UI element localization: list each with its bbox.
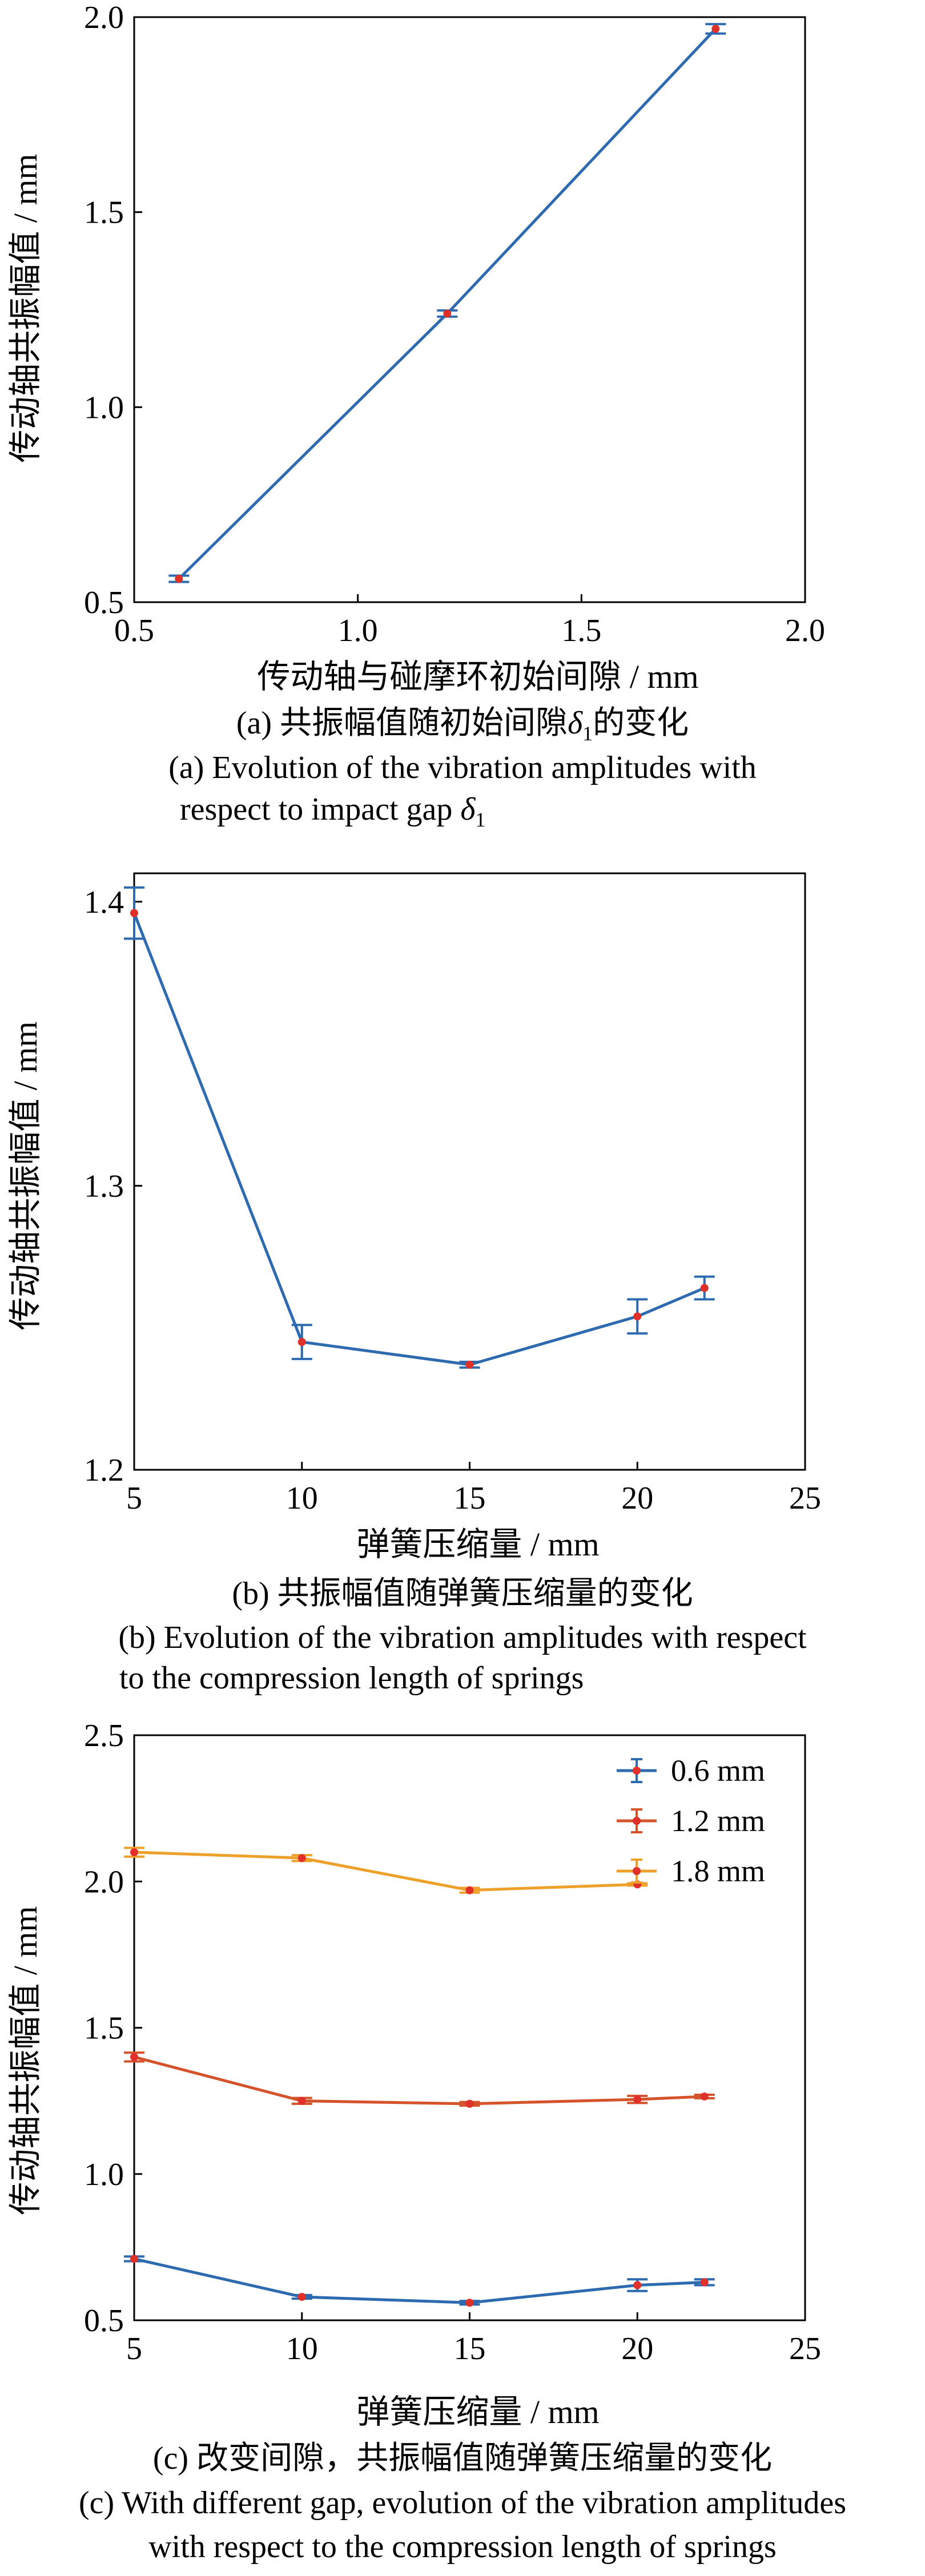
- chart-a-ytick-label: 2.0: [84, 0, 124, 35]
- chart-a-xtick-label: 1.0: [338, 613, 378, 648]
- chart-a-ytick-label: 1.5: [84, 195, 124, 231]
- chart-c-caption-en-line2: with respect to the compression length o…: [148, 2529, 777, 2565]
- chart-a-xlabel: 传动轴与碰摩环初始间隙 / mm: [257, 658, 698, 695]
- chart-c-series-1-point: [633, 2095, 642, 2104]
- chart-c-series-1-point: [465, 2099, 474, 2108]
- chart-c-xtick-label: 20: [621, 2331, 653, 2367]
- chart-c-series-0-point: [633, 2281, 642, 2289]
- chart-c-series-1-point: [297, 2097, 306, 2105]
- chart-c-xlabel: 弹簧压缩量 / mm: [356, 2393, 599, 2430]
- chart-c-series-0-point: [465, 2299, 474, 2307]
- chart-a-series-0-point: [175, 575, 183, 583]
- chart-b-xtick-label: 20: [621, 1481, 653, 1516]
- chart-c-ytick-label: 1.0: [84, 2157, 124, 2192]
- chart-c-series-2-point: [297, 1854, 306, 1863]
- chart-b-ylabel: 传动轴共振幅值 / mm: [7, 1021, 44, 1330]
- legend-label-1: 1.2 mm: [671, 1804, 765, 1838]
- chart-a-caption-en-line2: respect to impact gap δ1: [180, 792, 485, 831]
- chart-c: 5 10 15 20 25 0.5 1.0 1.5 2.0 2.5 0.6 mm 1.2 mm 1.8…: [7, 1718, 846, 2565]
- chart-a: 0.5 1.0 1.5 2.0 0.5 1.0 1.5 2.0 传动轴与碰摩环初始间隙 / m…: [7, 0, 825, 831]
- chart-b-series-0-point: [700, 1284, 709, 1292]
- chart-c-xtick-label: 15: [454, 2331, 486, 2367]
- chart-b-xtick-label: 10: [286, 1481, 318, 1516]
- chart-c-ytick-label: 2.5: [84, 1718, 124, 1753]
- panel-a: 0.5 1.0 1.5 2.0 0.5 1.0 1.5 2.0 传动轴与碰摩环初始间隙 / m…: [0, 0, 925, 845]
- legend-item-1: 1.2 mm: [617, 1804, 765, 1838]
- chart-a-xtick-label: 0.5: [114, 613, 154, 648]
- chart-c-legend: 0.6 mm 1.2 mm 1.8 mm: [617, 1753, 765, 1888]
- chart-a-ytick-label: 0.5: [84, 585, 124, 620]
- chart-c-ytick-label: 0.5: [84, 2303, 124, 2339]
- chart-a-ytick-label: 1.0: [84, 390, 124, 425]
- panel-b: 5 10 15 20 25 1.2 1.3 1.4 弹簧压缩量 / mm 传动轴共振幅值 / …: [0, 845, 925, 1735]
- panel-c: 5 10 15 20 25 0.5 1.0 1.5 2.0 2.5 0.6 mm 1.2 mm 1.8…: [0, 1718, 925, 2576]
- chart-c-series-1-point: [130, 2053, 138, 2061]
- chart-b-series-0-point: [633, 1312, 642, 1321]
- chart-c-caption-zh: (c) 改变间隙，共振幅值随弹簧压缩量的变化: [153, 2441, 772, 2476]
- chart-a-series-0-point: [711, 25, 720, 33]
- chart-b-series-0-point: [130, 909, 138, 917]
- chart-b-xlabel: 弹簧压缩量 / mm: [356, 1526, 599, 1563]
- chart-b-caption-en-line2: to the compression length of springs: [119, 1660, 584, 1696]
- chart-c-series-0-point: [130, 2255, 138, 2263]
- chart-c-series-2-point: [130, 1848, 138, 1856]
- chart-b-series-0-point: [297, 1338, 306, 1347]
- chart-c-series-1-line: [134, 2055, 705, 2106]
- chart-c-caption-en-line1: (c) With different gap, evolution of the…: [79, 2485, 846, 2521]
- legend-item-0: 0.6 mm: [617, 1753, 765, 1788]
- chart-a-frame: [133, 16, 806, 603]
- chart-a-series-0-point: [443, 309, 452, 318]
- chart-b-xtick-label: 15: [454, 1481, 486, 1516]
- chart-b-ytick-label: 1.3: [84, 1168, 124, 1204]
- chart-c-ytick-label: 1.5: [84, 2011, 124, 2046]
- chart-b-caption-zh: (b) 共振幅值随弹簧压缩量的变化: [232, 1576, 693, 1611]
- chart-c-series-2-point: [465, 1886, 474, 1894]
- chart-b-ytick-label: 1.4: [84, 885, 124, 920]
- chart-a-series-0-line: [178, 27, 717, 580]
- chart-b-series-0-point: [465, 1360, 474, 1369]
- chart-c-series-2-line: [134, 1851, 638, 1892]
- chart-c-series-0-line: [134, 2257, 705, 2304]
- chart-c-xtick-label: 25: [789, 2331, 821, 2367]
- chart-a-caption-zh: (a) 共振幅值随初始间隙δ1的变化: [236, 706, 689, 745]
- chart-b-xtick-label: 25: [789, 1481, 821, 1516]
- chart-c-xtick-label: 5: [126, 2331, 142, 2367]
- chart-a-caption-en-line1: (a) Evolution of the vibration amplitude…: [168, 750, 757, 785]
- chart-c-series-1-point: [700, 2092, 709, 2101]
- legend-label-0: 0.6 mm: [671, 1753, 765, 1788]
- chart-b-xtick-label: 5: [126, 1481, 142, 1516]
- chart-c-ylabel: 传动轴共振幅值 / mm: [7, 1906, 44, 2215]
- chart-a-xtick-label: 1.5: [561, 613, 601, 648]
- chart-b-caption-en-line1: (b) Evolution of the vibration amplitude…: [118, 1620, 807, 1655]
- chart-c-series-0-point: [297, 2293, 306, 2301]
- chart-c-xtick-label: 10: [286, 2331, 318, 2367]
- chart-b-ytick-label: 1.2: [84, 1453, 124, 1488]
- legend-item-2: 1.8 mm: [617, 1854, 765, 1888]
- chart-b-series-0-line: [132, 912, 705, 1366]
- chart-a-ylabel: 传动轴共振幅值 / mm: [7, 154, 44, 462]
- chart-c-series-0-point: [700, 2278, 709, 2287]
- legend-label-2: 1.8 mm: [671, 1854, 765, 1888]
- chart-c-ytick-label: 2.0: [84, 1864, 124, 1900]
- chart-b: 5 10 15 20 25 1.2 1.3 1.4 弹簧压缩量 / mm 传动轴共振幅值 / …: [7, 872, 821, 1696]
- chart-a-xtick-label: 2.0: [785, 613, 825, 648]
